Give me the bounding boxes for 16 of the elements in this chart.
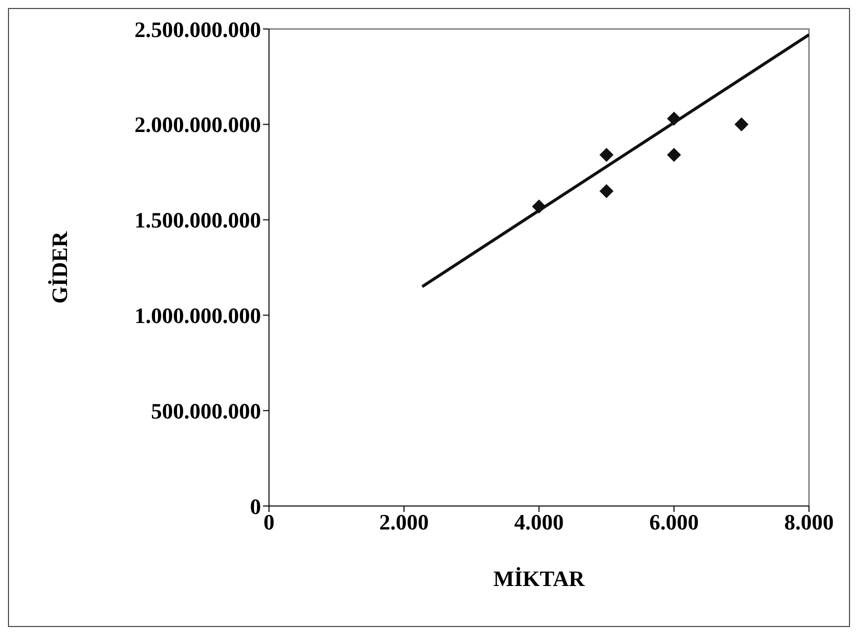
point [600,184,614,198]
point [734,117,748,132]
point [600,148,614,162]
y-axis-title: GİDER [46,230,72,304]
y-tick-label: 2.000.000.000 [134,112,261,138]
y-tick-label: 500.000.000 [151,398,261,424]
y-tick-label: 1.500.000.000 [134,208,261,233]
y-tick-label: 1.000.000.000 [134,303,261,328]
point [667,148,681,162]
y-tick-label: 2.500.000.000 [134,16,261,42]
x-axis-title: MİKTAR [493,566,586,591]
y-tick-label: 0 [250,494,261,519]
x-tick-label: 8.000 [784,510,834,535]
x-tick-label: 6.000 [649,510,699,535]
x-tick-label: 2.000 [379,510,429,535]
x-tick-label: 4.000 [514,510,564,535]
